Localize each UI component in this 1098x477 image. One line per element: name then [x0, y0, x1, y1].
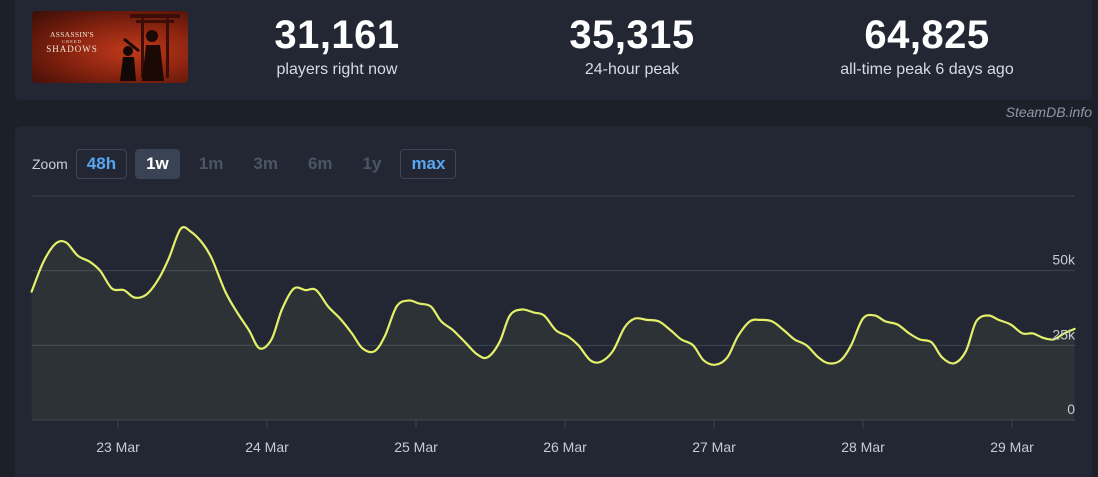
zoom-max-button[interactable]: max: [400, 149, 457, 179]
current-players-value: 31,161: [274, 13, 400, 57]
series-area: [31, 227, 1075, 420]
series-line-players[interactable]: [30, 226, 1076, 366]
zoom-48h-button[interactable]: 48h: [75, 149, 128, 179]
game-logo: ASSASSIN'S CREED SHADOWS: [46, 30, 98, 54]
peak-24h-label: 24-hour peak: [584, 61, 680, 78]
x-tick-label: 23 Mar: [96, 439, 140, 455]
all-time-peak-label: all-time peak 6 days ago: [840, 61, 1014, 78]
zoom-3m-button[interactable]: 3m: [253, 154, 278, 173]
y-tick-label: 0: [1067, 401, 1075, 417]
zoom-1m-button[interactable]: 1m: [198, 154, 224, 173]
x-tick-label: 27 Mar: [692, 439, 736, 455]
game-thumbnail[interactable]: ASSASSIN'S CREED SHADOWS: [32, 11, 188, 83]
peak-24h-value: 35,315: [569, 13, 695, 57]
x-tick-label: 25 Mar: [394, 439, 438, 455]
x-tick-label: 26 Mar: [543, 439, 587, 455]
current-players-label: players right now: [276, 61, 398, 78]
current-players-stat: 31,161 players right now: [252, 12, 422, 80]
zoom-bar: Zoom 48h 1w 1m 3m 6m 1y max: [32, 148, 464, 180]
y-tick-label: 25k: [1052, 326, 1076, 342]
x-tick-label: 28 Mar: [841, 439, 885, 455]
steamdb-credit[interactable]: SteamDB.info: [1005, 104, 1092, 120]
zoom-1y-button[interactable]: 1y: [362, 154, 382, 173]
chart-panel: Zoom 48h 1w 1m 3m 6m 1y max 0 25k 50k 23 M…: [15, 126, 1092, 477]
y-tick-label: 50k: [1052, 252, 1076, 268]
zoom-label: Zoom: [32, 156, 68, 172]
player-count-chart[interactable]: 0 25k 50k 23 Mar 24 Mar 25 Mar 26 Mar 27 Mar 28…: [15, 126, 1092, 477]
peak-24h-stat: 35,315 24-hour peak: [547, 12, 717, 80]
zoom-6m-button[interactable]: 6m: [307, 154, 333, 173]
game-art-figures: [120, 14, 180, 81]
stats-panel: ASSASSIN'S CREED SHADOWS 31,161 players …: [15, 0, 1092, 100]
all-time-peak-value: 64,825: [864, 13, 990, 57]
zoom-1w-button[interactable]: 1w: [135, 149, 180, 179]
x-tick-label: 29 Mar: [990, 439, 1034, 455]
x-tick-label: 24 Mar: [245, 439, 289, 455]
all-time-peak-stat: 64,825 all-time peak 6 days ago: [807, 12, 1047, 80]
